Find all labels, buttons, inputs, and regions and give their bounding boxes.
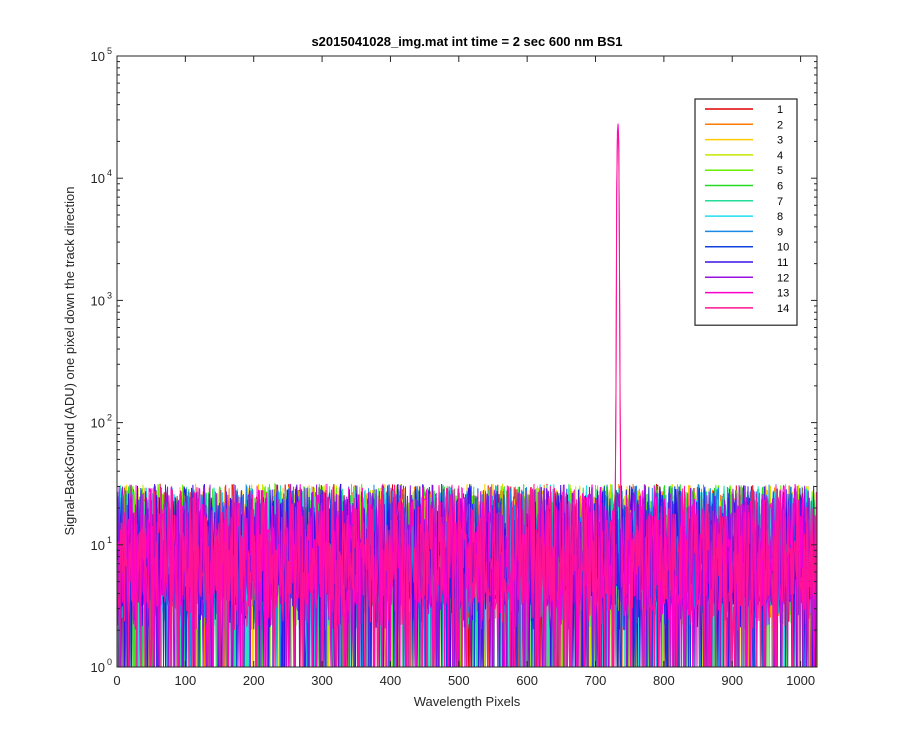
y-tick-exponent: 0 <box>107 657 112 667</box>
legend-box <box>694 98 798 326</box>
legend-label-12: 12 <box>777 272 789 284</box>
x-tick-label: 500 <box>448 673 470 688</box>
y-axis-label: Signal-BackGround (ADU) one pixel down t… <box>62 186 77 536</box>
series-layer <box>117 123 818 668</box>
x-tick-label: 200 <box>243 673 265 688</box>
legend-label-10: 10 <box>777 242 789 254</box>
y-tick-label: 10 <box>91 660 105 675</box>
x-tick-label: 300 <box>311 673 333 688</box>
legend-label-11: 11 <box>777 257 788 269</box>
legend-label-4: 4 <box>777 150 783 162</box>
y-tick-label: 10 <box>91 171 105 186</box>
y-tick-exponent: 5 <box>107 46 112 56</box>
x-tick-label: 700 <box>585 673 607 688</box>
y-tick-label: 10 <box>91 416 105 431</box>
x-tick-label: 400 <box>380 673 402 688</box>
x-axis: 0 100 200 300 400 500 600 700 800 900 1000 <box>113 56 815 688</box>
x-tick-label: 100 <box>175 673 197 688</box>
y-tick-exponent: 4 <box>107 168 112 178</box>
chart-title: s2015041028_img.mat int time = 2 sec 600… <box>311 34 623 49</box>
x-tick-label: 600 <box>516 673 538 688</box>
legend-label-6: 6 <box>777 181 783 193</box>
axes-box <box>116 55 818 668</box>
x-tick-label: 0 <box>113 673 120 688</box>
series-line-14 <box>117 132 818 668</box>
legend-label-9: 9 <box>777 226 783 238</box>
x-tick-label: 1000 <box>786 673 815 688</box>
legend-label-3: 3 <box>777 135 783 147</box>
legend-label-13: 13 <box>777 288 789 300</box>
y-tick-label: 10 <box>91 49 105 64</box>
y-tick-exponent: 3 <box>107 290 112 300</box>
legend-label-5: 5 <box>777 165 783 177</box>
legend-label-1: 1 <box>777 104 783 116</box>
legend-label-2: 2 <box>777 119 783 131</box>
x-tick-label: 900 <box>721 673 743 688</box>
y-tick-label: 10 <box>91 293 105 308</box>
legend-label-14: 14 <box>777 303 789 315</box>
legend-label-8: 8 <box>777 211 783 223</box>
x-tick-label: 800 <box>653 673 675 688</box>
legend-label-7: 7 <box>777 196 783 208</box>
y-tick-exponent: 2 <box>107 413 112 423</box>
y-tick-label: 10 <box>91 538 105 553</box>
y-tick-exponent: 1 <box>107 535 112 545</box>
x-axis-label: Wavelength Pixels <box>413 694 521 709</box>
